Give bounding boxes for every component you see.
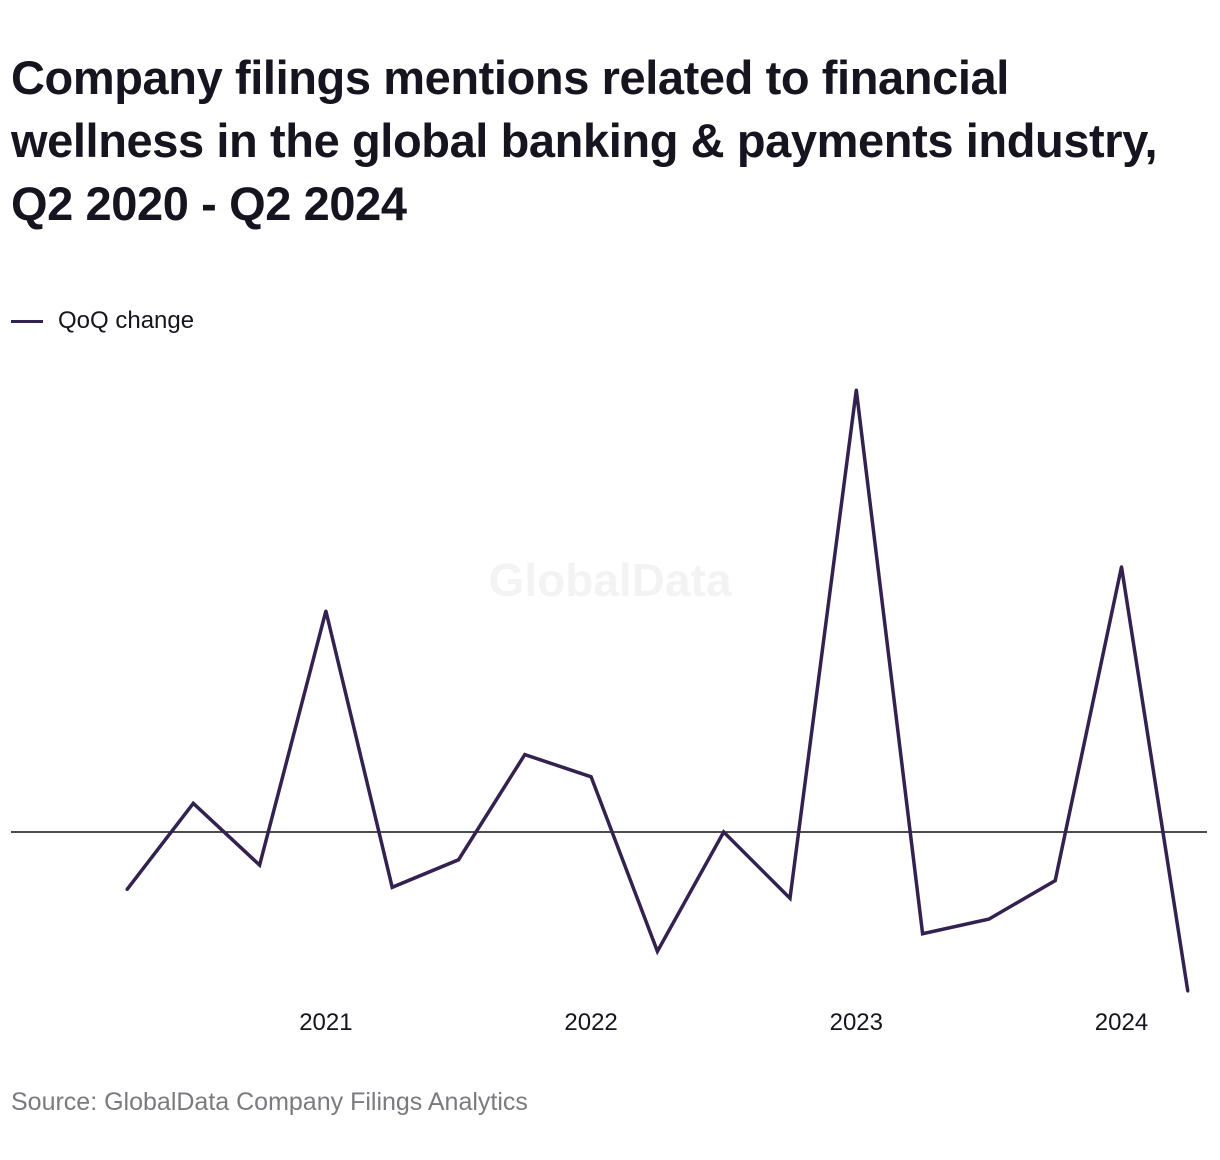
data-point <box>390 885 394 889</box>
legend-swatch <box>11 319 43 323</box>
x-tick-label: 2024 <box>1095 1009 1148 1036</box>
series-layer <box>125 388 1190 993</box>
data-point <box>921 932 925 936</box>
legend-label: QoQ change <box>58 307 195 334</box>
data-point <box>191 801 195 805</box>
data-point <box>324 609 328 613</box>
data-point <box>125 888 129 891</box>
data-point <box>722 830 726 834</box>
data-point <box>788 896 792 900</box>
source-note: Source: GlobalData Company Filings Analy… <box>11 1088 528 1116</box>
data-point <box>258 863 262 867</box>
watermark: GlobalData <box>489 554 732 606</box>
data-point <box>589 775 593 779</box>
data-point <box>987 917 991 921</box>
series-line-0 <box>125 389 1190 992</box>
x-tick-label: 2023 <box>830 1009 883 1036</box>
data-point <box>655 949 659 953</box>
x-axis-ticks: 2021 2022 2023 2024 <box>299 1009 1148 1036</box>
x-tick-label: 2022 <box>564 1009 617 1036</box>
data-point <box>1120 565 1123 569</box>
chart-title: Company filings mentions related to fina… <box>11 51 1158 230</box>
data-point <box>1186 989 1190 993</box>
data-point <box>523 753 527 757</box>
data-point <box>457 858 460 862</box>
data-point <box>854 388 858 392</box>
x-tick-label: 2021 <box>299 1009 352 1036</box>
legend: QoQ change <box>11 306 194 336</box>
data-point <box>1053 879 1057 883</box>
